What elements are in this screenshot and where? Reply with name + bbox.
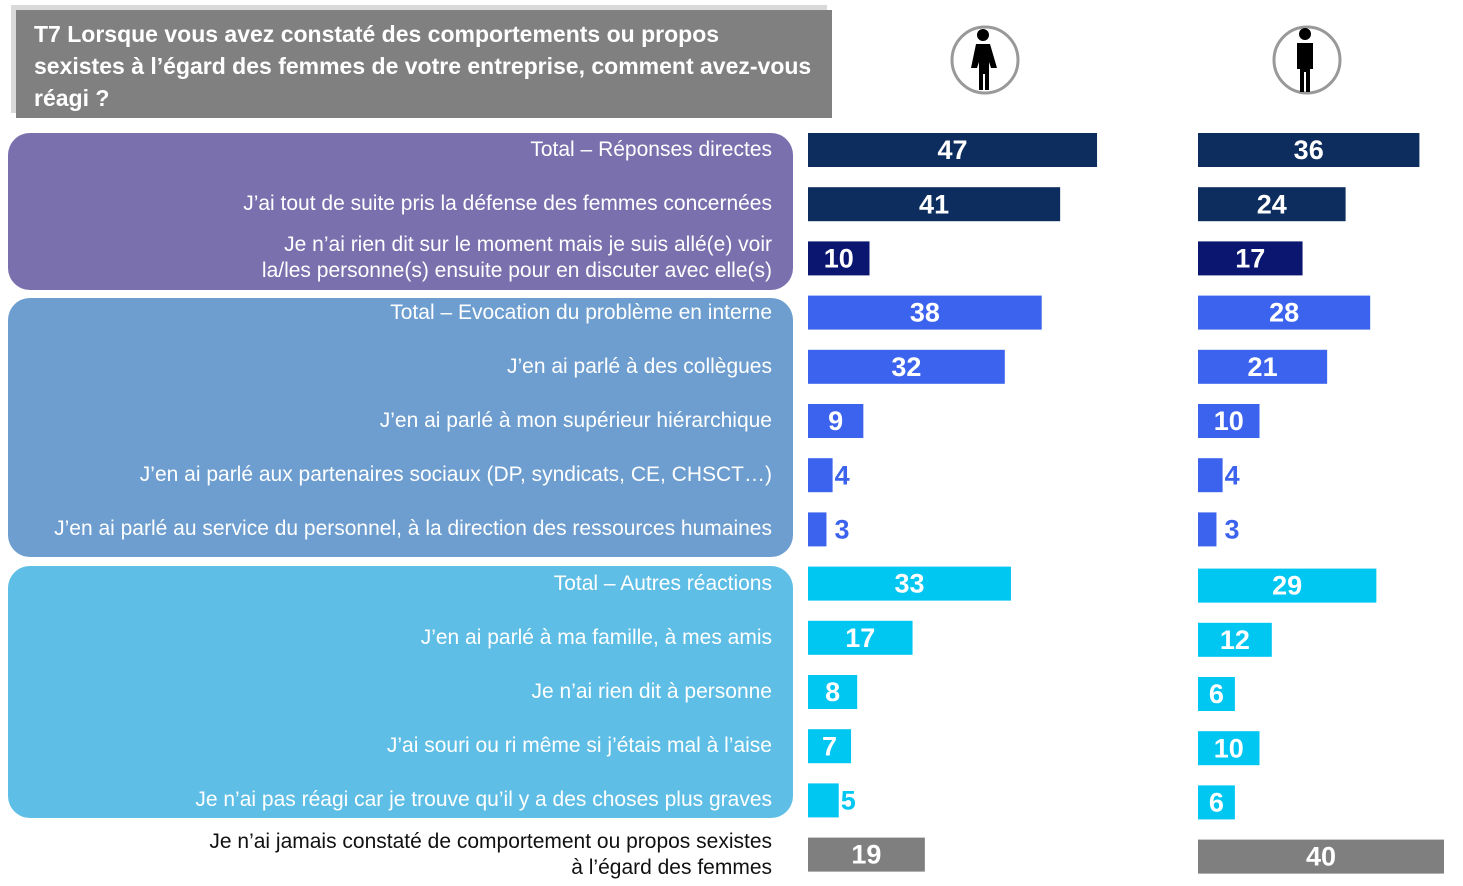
value-label: 33 [894,569,924,599]
bar [1198,241,1303,276]
group-background [8,566,793,818]
bar [808,837,925,872]
value-label: 47 [938,135,968,165]
group-background [8,298,793,557]
value-label: 17 [1235,244,1265,274]
bar [808,620,913,655]
bar [808,458,833,493]
category-label: Total – Réponses directes [530,138,772,161]
category-label: J’en ai parlé à ma famille, à mes amis [420,625,772,649]
bar [1198,839,1444,874]
value-label: 6 [1209,788,1224,818]
category-label: Je n’ai jamais constaté de comportement … [209,829,772,879]
bar [1198,133,1420,167]
category-label: J’ai tout de suite pris la défense des f… [243,192,772,216]
value-label: 21 [1248,352,1278,382]
bar [1198,349,1328,384]
value-label: 7 [822,731,837,761]
bar [808,729,852,764]
man-icon [1272,25,1342,95]
value-label: 40 [1306,842,1336,872]
value-label: 28 [1269,298,1299,328]
category-label: J’en ai parlé au service du personnel, à… [54,517,772,541]
chart-title: T7 Lorsque vous avez constaté des compor… [16,10,832,118]
bar [808,404,864,438]
value-label: 10 [1214,406,1244,436]
value-label: 3 [1224,515,1239,545]
value-label: 9 [828,406,843,436]
group-background [8,133,793,290]
value-label: 12 [1220,625,1250,655]
woman-icon [950,25,1020,95]
bar [808,133,1098,167]
value-label: 24 [1257,189,1287,219]
value-label: 32 [891,352,921,382]
bar [808,295,1042,330]
category-label: Je n’ai rien dit à personne [531,680,773,703]
value-label: 6 [1209,679,1224,709]
category-label: J’ai souri ou ri même si j’étais mal à l… [386,734,772,758]
value-label: 10 [1214,733,1244,763]
category-label: J’en ai parlé à des collègues [506,354,772,378]
value-label: 3 [834,515,849,545]
category-label: Total – Evocation du problème en interne [390,300,772,324]
value-label: 38 [910,298,940,328]
bar [1198,512,1217,547]
bar [1198,404,1260,438]
bar [1198,622,1272,657]
value-label: 17 [845,623,875,653]
bar [1198,731,1260,766]
bar [808,566,1011,601]
category-label: Total – Autres réactions [553,571,772,595]
value-label: 41 [919,189,949,219]
bar [1198,458,1223,493]
category-label: J’en ai parlé aux partenaires sociaux (D… [139,463,772,487]
bar [1198,295,1371,330]
bar [808,675,858,709]
category-label: Je n’ai pas réagi car je trouve qu’il y … [195,788,772,812]
bar [1198,677,1235,711]
value-label: 4 [835,460,850,490]
value-label: 29 [1272,571,1302,601]
bar [808,783,839,818]
value-label: 36 [1294,135,1324,165]
value-label: 4 [1225,460,1240,490]
value-label: 10 [824,244,854,274]
bar [808,512,827,547]
bar [1198,187,1346,222]
category-label: Je n’ai rien dit sur le moment mais je s… [261,233,772,283]
bar [808,187,1061,222]
bar [808,241,870,276]
value-label: 5 [841,786,856,816]
bar [808,349,1005,384]
value-label: 19 [851,840,881,870]
value-label: 8 [825,677,840,707]
category-label: J’en ai parlé à mon supérieur hiérarchiq… [379,409,772,432]
bar [1198,568,1377,603]
bar [1198,785,1235,820]
